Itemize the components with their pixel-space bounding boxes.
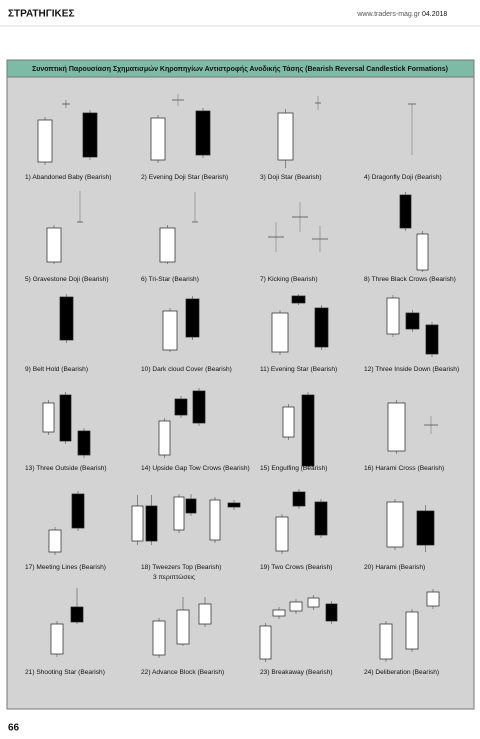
caption: 7) Kicking (Bearish) bbox=[260, 276, 318, 283]
candle bbox=[272, 609, 286, 617]
page-number: 66 bbox=[8, 723, 20, 734]
diagrams bbox=[37, 94, 440, 662]
candle bbox=[77, 430, 91, 456]
candle bbox=[37, 119, 53, 163]
caption: 23) Breakaway (Bearish) bbox=[260, 669, 333, 676]
candle bbox=[70, 606, 84, 623]
candle bbox=[259, 625, 272, 660]
candle bbox=[282, 406, 295, 438]
caption: 2) Evening Doji Star (Bearish) bbox=[141, 174, 228, 181]
candle bbox=[291, 295, 306, 304]
candle bbox=[289, 601, 303, 612]
panel bbox=[6, 59, 475, 710]
candle bbox=[71, 493, 85, 529]
candle bbox=[145, 505, 158, 542]
candle bbox=[325, 603, 338, 622]
candle bbox=[50, 623, 64, 655]
caption: 9) Belt Hold (Bearish) bbox=[25, 366, 88, 373]
caption: 19) Two Crows (Bearish) bbox=[260, 564, 332, 571]
caption: 16) Harami Cross (Bearish) bbox=[364, 465, 444, 472]
caption: 5) Gravestone Doji (Bearish) bbox=[25, 276, 109, 283]
candle bbox=[59, 394, 72, 442]
caption: 17) Meeting Lines (Bearish) bbox=[25, 564, 106, 571]
candle bbox=[46, 227, 62, 263]
section-title: ΣΤΡΑΤΗΓΙΚΕΣ bbox=[8, 9, 74, 20]
candle bbox=[209, 499, 221, 541]
caption: 12) Three Inside Down (Bearish) bbox=[364, 366, 459, 373]
candle bbox=[277, 112, 294, 161]
candle bbox=[131, 505, 144, 542]
caption: 14) Upside Gap Tow Crows (Bearish) bbox=[141, 465, 250, 472]
caption: 8) Three Black Crows (Bearish) bbox=[364, 276, 456, 283]
candle bbox=[387, 402, 406, 452]
candle bbox=[152, 620, 166, 656]
candle bbox=[48, 529, 62, 553]
caption: 21) Shooting Star (Bearish) bbox=[25, 669, 105, 676]
caption: 10) Dark cloud Cover (Bearish) bbox=[141, 366, 232, 373]
caption: 24) Deliberation (Bearish) bbox=[364, 669, 439, 676]
candle bbox=[386, 297, 400, 335]
candle bbox=[59, 296, 74, 341]
candle bbox=[82, 112, 98, 158]
candle bbox=[176, 609, 190, 645]
candle bbox=[416, 233, 429, 271]
caption: 3) Doji Star (Bearish) bbox=[260, 174, 322, 181]
candle bbox=[314, 307, 329, 348]
caption: 6) Tri-Star (Bearish) bbox=[141, 276, 199, 283]
candle bbox=[301, 394, 315, 467]
candle bbox=[158, 420, 171, 456]
caption: 1) Abandoned Baby (Bearish) bbox=[25, 174, 112, 181]
panel-title-bar bbox=[6, 59, 475, 78]
candle bbox=[185, 498, 197, 514]
caption: 15) Engulfing (Bearish) bbox=[260, 465, 327, 472]
candle bbox=[292, 491, 306, 507]
candle bbox=[416, 510, 435, 546]
candle bbox=[425, 324, 439, 355]
caption: 20) Harami (Bearish) bbox=[364, 564, 425, 571]
candle bbox=[399, 194, 412, 229]
candle bbox=[405, 611, 419, 650]
candle bbox=[150, 117, 166, 161]
caption: 18) Tweezers Top (Bearish) bbox=[141, 564, 221, 571]
candle bbox=[227, 502, 241, 508]
candle bbox=[275, 516, 289, 552]
candle bbox=[405, 312, 420, 330]
candle bbox=[386, 501, 404, 548]
candle bbox=[314, 501, 328, 536]
caption: 11) Evening Star (Bearish) bbox=[260, 366, 337, 373]
candle bbox=[426, 591, 440, 607]
candle bbox=[198, 603, 212, 625]
site: www.traders-mag.gr bbox=[356, 11, 420, 18]
caption: 4) Dragonfly Doji (Bearish) bbox=[364, 174, 442, 181]
candle bbox=[307, 597, 320, 608]
caption: 13) Three Outside (Bearish) bbox=[25, 465, 107, 472]
candle bbox=[379, 623, 393, 660]
candle bbox=[159, 227, 176, 263]
candle bbox=[162, 310, 178, 351]
candle bbox=[271, 312, 289, 353]
candle bbox=[192, 390, 206, 424]
candle bbox=[42, 402, 55, 433]
candle bbox=[174, 398, 188, 416]
candle bbox=[185, 298, 200, 338]
issue: 04.2018 bbox=[422, 11, 447, 18]
caption: 22) Advance Block (Bearish) bbox=[141, 669, 224, 676]
candle bbox=[173, 496, 185, 531]
panel-title: Συνοπτική Παρουσίαση Σχηματισμών Κηροπηγ… bbox=[32, 66, 448, 73]
caption-note: 3 περιπτώσεις bbox=[153, 573, 195, 581]
candle bbox=[195, 110, 211, 156]
